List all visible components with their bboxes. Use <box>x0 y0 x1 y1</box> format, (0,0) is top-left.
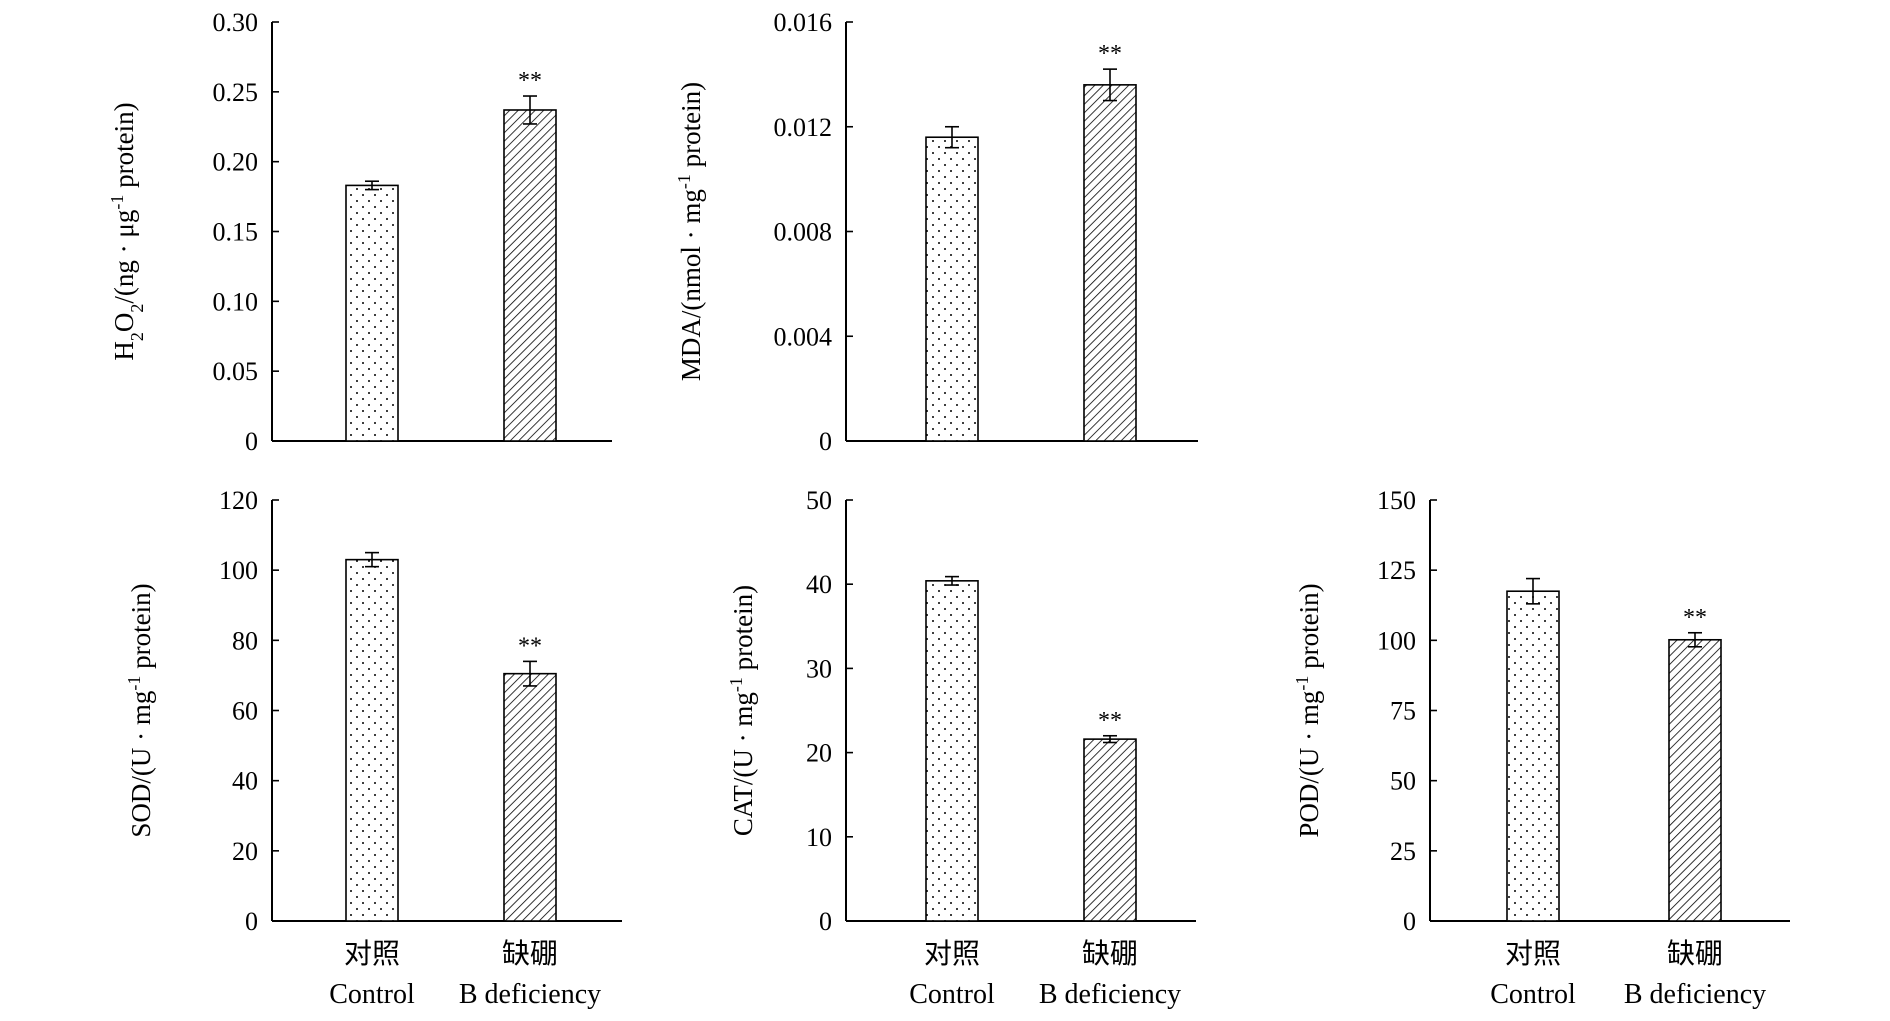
bar-b-deficiency <box>503 109 557 442</box>
x-label-cn: 缺硼 <box>1082 938 1138 970</box>
bar-b-deficiency <box>1083 84 1137 442</box>
y-tick-label: 0.25 <box>213 78 259 107</box>
x-label-en: Control <box>329 979 415 1010</box>
y-tick-label: 0.20 <box>213 148 259 177</box>
panel-cat: 0 10 20 30 40 50 ** CAT/(U · mg-1 protein) 对照 Con… <box>726 486 1196 1010</box>
y-tick-label: 0.008 <box>774 218 833 247</box>
panel-mda: 0 0.004 0.008 0.012 0.016 ** MDA/(nmol · mg-1 … <box>674 8 1198 456</box>
significance-label: ** <box>1683 605 1707 631</box>
y-tick-label: 150 <box>1377 486 1416 515</box>
bar-b-deficiency <box>1083 738 1137 922</box>
y-tick-label: 30 <box>806 654 832 683</box>
y-axis-label: MDA/(nmol · mg-1 protein) <box>674 82 706 381</box>
y-tick-label: 0 <box>1403 907 1416 936</box>
x-label-en: B deficiency <box>1039 979 1181 1010</box>
y-tick-label: 60 <box>232 697 258 726</box>
y-tick-label: 80 <box>232 626 258 655</box>
y-tick-label: 0 <box>819 427 832 456</box>
x-label-en: B deficiency <box>459 979 601 1010</box>
y-tick-label: 40 <box>232 767 258 796</box>
panel-sod: 0 20 40 60 80 100 120 ** SOD/(U · mg-1 protein) 对… <box>124 486 622 1010</box>
x-label-cn: 对照 <box>1505 938 1561 970</box>
x-label-en: Control <box>909 979 995 1010</box>
x-label-cn: 对照 <box>924 938 980 970</box>
y-tick-label: 0 <box>245 427 258 456</box>
y-tick-label: 0.016 <box>774 8 833 37</box>
bar-control <box>345 184 399 442</box>
y-tick-label: 0.30 <box>213 8 259 37</box>
y-axis-label: SOD/(U · mg-1 protein) <box>124 583 156 837</box>
y-tick-label: 10 <box>806 823 832 852</box>
x-label-cn: 缺硼 <box>502 938 558 970</box>
x-label-en: Control <box>1490 979 1576 1010</box>
y-tick-label: 100 <box>1377 626 1416 655</box>
y-tick-label: 0 <box>245 907 258 936</box>
bar-control <box>1506 590 1560 922</box>
y-tick-label: 0.10 <box>213 287 259 316</box>
y-tick-label: 75 <box>1390 697 1416 726</box>
y-axis-label: H2O2/(ng · μg-1 protein) <box>107 102 147 360</box>
y-tick-label: 0.05 <box>213 357 259 386</box>
panel-h2o2: 0 0.05 0.10 0.15 0.20 0.25 0.30 ** H2O2/(ng · μg… <box>107 8 612 456</box>
y-tick-label: 100 <box>219 556 258 585</box>
y-tick-label: 0.15 <box>213 218 259 247</box>
significance-label: ** <box>518 68 542 94</box>
y-tick-label: 0.012 <box>774 113 833 142</box>
y-tick-label: 20 <box>232 837 258 866</box>
significance-label: ** <box>1098 708 1122 734</box>
y-axis-label: POD/(U · mg-1 protein) <box>1292 583 1324 837</box>
y-tick-label: 40 <box>806 570 832 599</box>
x-label-cn: 对照 <box>344 938 400 970</box>
x-label-en: B deficiency <box>1624 979 1766 1010</box>
bar-control <box>925 580 979 922</box>
y-tick-label: 0.004 <box>774 322 833 351</box>
y-axis-label: CAT/(U · mg-1 protein) <box>726 585 758 836</box>
bar-b-deficiency <box>1668 638 1722 922</box>
y-tick-label: 50 <box>806 486 832 515</box>
y-tick-label: 0 <box>819 907 832 936</box>
y-tick-label: 125 <box>1377 556 1416 585</box>
y-tick-label: 20 <box>806 739 832 768</box>
y-tick-label: 25 <box>1390 837 1416 866</box>
significance-label: ** <box>1098 41 1122 67</box>
panel-pod: 0 25 50 75 100 125 150 ** POD/(U · mg-1 protein)… <box>1292 486 1790 1010</box>
x-label-cn: 缺硼 <box>1667 938 1723 970</box>
bar-control <box>345 558 399 922</box>
bar-b-deficiency <box>503 672 557 922</box>
y-tick-label: 120 <box>219 486 258 515</box>
significance-label: ** <box>518 633 542 659</box>
y-tick-label: 50 <box>1390 767 1416 796</box>
bar-control <box>925 136 979 442</box>
